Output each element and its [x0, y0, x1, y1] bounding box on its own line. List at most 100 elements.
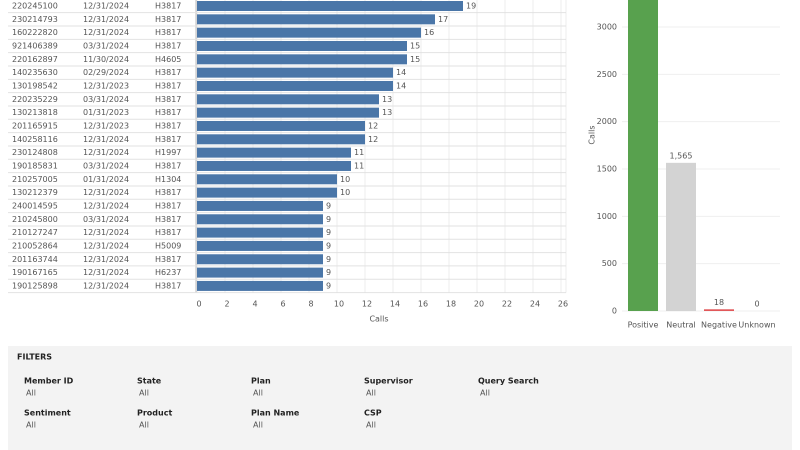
member-id: 210245800	[12, 215, 58, 224]
x-tick-label: 20	[474, 300, 484, 309]
plan: H3817	[155, 121, 181, 130]
value-label: 17	[438, 15, 448, 24]
member-id: 201163744	[12, 255, 58, 264]
x-tick-label: 12	[362, 300, 372, 309]
value-label: 9	[326, 215, 331, 224]
date: 12/31/2024	[83, 241, 129, 250]
x-tick-label: 22	[502, 300, 512, 309]
value-label: 16	[424, 28, 434, 37]
plan: H3817	[155, 161, 181, 170]
bar	[197, 120, 365, 131]
bar	[704, 309, 734, 311]
plan: H3817	[155, 255, 181, 264]
date: 12/31/2024	[83, 148, 129, 157]
member-id: 220162897	[12, 55, 58, 64]
value-label: 11	[354, 161, 364, 170]
bar	[197, 200, 323, 211]
date: 03/31/2024	[83, 95, 129, 104]
bar	[197, 280, 323, 291]
plan: H3817	[155, 135, 181, 144]
x-tick-label: 4	[252, 300, 257, 309]
value-label: 18	[714, 298, 724, 307]
bar	[197, 94, 379, 105]
member-id: 190167165	[12, 268, 58, 277]
bar	[197, 187, 337, 198]
plan: H3817	[155, 81, 181, 90]
y-tick-label: 1000	[597, 212, 617, 221]
x-tick-label: 10	[334, 300, 344, 309]
plan: H5009	[155, 241, 181, 250]
date: 12/31/2023	[83, 121, 129, 130]
plan: H3817	[155, 95, 181, 104]
member-id: 220235229	[12, 95, 58, 104]
plan: H1997	[155, 148, 181, 157]
x-tick-label: 0	[196, 300, 201, 309]
filter-value: All	[480, 389, 490, 398]
plan: H3817	[155, 188, 181, 197]
value-label: 0	[754, 300, 759, 309]
date: 12/31/2024	[83, 135, 129, 144]
filter-label: Sentiment	[24, 409, 71, 418]
value-label: 9	[326, 281, 331, 290]
bar	[197, 1, 463, 11]
member-id: 160222820	[12, 28, 58, 37]
x-tick-label: 14	[390, 300, 400, 309]
plan: H3817	[155, 215, 181, 224]
date: 12/31/2024	[83, 2, 129, 11]
plan: H3817	[155, 28, 181, 37]
value-label: 11	[354, 148, 364, 157]
plan: H3817	[155, 201, 181, 210]
filter-label: Member ID	[24, 377, 74, 386]
x-tick-label: 16	[418, 300, 428, 309]
y-axis-label: Calls	[588, 125, 597, 144]
y-tick-label: 0	[612, 307, 617, 316]
member-id: 921406389	[12, 41, 58, 50]
x-tick-label: 2	[224, 300, 229, 309]
date: 03/31/2024	[83, 41, 129, 50]
member-id: 230124808	[12, 148, 58, 157]
bar	[197, 40, 407, 51]
x-tick-label: Positive	[628, 321, 659, 330]
bar	[197, 214, 323, 225]
value-label: 9	[326, 201, 331, 210]
member-id: 230214793	[12, 15, 58, 24]
value-label: 9	[326, 268, 331, 277]
plan: H3817	[155, 281, 181, 290]
member-id: 140235630	[12, 68, 58, 77]
plan: H3817	[155, 41, 181, 50]
filter-label: Plan Name	[251, 409, 300, 418]
member-id: 240014595	[12, 201, 58, 210]
plan: H1304	[155, 175, 181, 184]
bar	[197, 254, 323, 265]
member-id: 130212379	[12, 188, 58, 197]
plan: H4605	[155, 55, 181, 64]
y-tick-label: 3000	[597, 23, 617, 32]
filter-label: CSP	[364, 409, 382, 418]
member-id: 220245100	[12, 2, 58, 11]
x-tick-label: 18	[446, 300, 456, 309]
x-tick-label: 24	[530, 300, 540, 309]
date: 12/31/2024	[83, 268, 129, 277]
bar	[197, 227, 323, 238]
date: 12/31/2024	[83, 228, 129, 237]
member-id: 190185831	[12, 161, 58, 170]
date: 12/31/2024	[83, 15, 129, 24]
bar	[197, 80, 393, 91]
plan: H3817	[155, 68, 181, 77]
value-label: 19	[466, 2, 476, 11]
filter-label: Product	[137, 409, 172, 418]
value-label: 9	[326, 241, 331, 250]
y-tick-label: 500	[602, 259, 617, 268]
filter-value: All	[366, 389, 376, 398]
value-label: 12	[368, 121, 378, 130]
value-label: 10	[340, 175, 350, 184]
date: 12/31/2024	[83, 201, 129, 210]
x-tick-label: Unknown	[738, 321, 775, 330]
value-label: 14	[396, 68, 406, 77]
filter-label: State	[137, 377, 162, 386]
y-tick-label: 2000	[597, 117, 617, 126]
bar	[197, 54, 407, 65]
date: 12/31/2024	[83, 188, 129, 197]
value-label: 14	[396, 81, 406, 90]
